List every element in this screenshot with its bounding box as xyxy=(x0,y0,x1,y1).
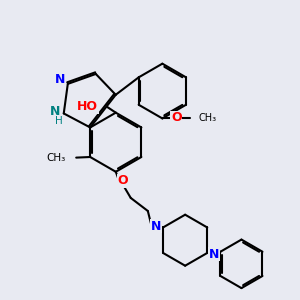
Text: O: O xyxy=(171,111,182,124)
Text: CH₃: CH₃ xyxy=(198,113,216,123)
Text: O: O xyxy=(117,174,128,187)
Text: N: N xyxy=(50,105,60,119)
Text: N: N xyxy=(209,248,219,261)
Text: N: N xyxy=(151,219,162,232)
Text: N: N xyxy=(55,73,65,86)
Text: H: H xyxy=(55,116,63,126)
Text: N: N xyxy=(151,220,161,233)
Text: CH₃: CH₃ xyxy=(46,153,65,163)
Text: HO: HO xyxy=(77,100,98,113)
